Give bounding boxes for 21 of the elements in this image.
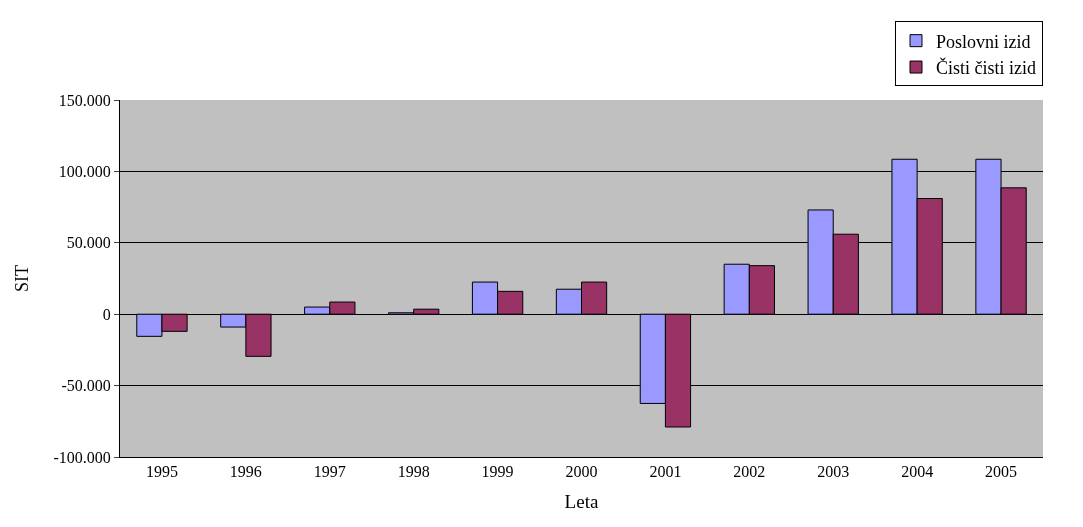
x-tick-label: 1997 <box>313 463 346 481</box>
x-tick-label: 2001 <box>649 463 682 481</box>
y-tick-label: 50.000 <box>66 234 111 252</box>
x-tick-label: 1998 <box>397 463 430 481</box>
x-tick-label: 1996 <box>229 463 262 481</box>
y-axis-title: SIT <box>11 265 32 292</box>
x-tick-label: 1995 <box>145 463 178 481</box>
x-axis-title: Leta <box>564 491 599 512</box>
y-tick-label: -100.000 <box>53 448 111 466</box>
x-tick-label: 2000 <box>565 463 598 481</box>
x-tick-label: 2005 <box>985 463 1018 481</box>
legend-label: Čisti čisti izid <box>936 57 1037 79</box>
x-tick-label: 2003 <box>817 463 850 481</box>
y-tick-label: 150.000 <box>58 91 111 109</box>
y-tick-label: 0 <box>102 305 111 323</box>
x-tick-label: 2002 <box>733 463 766 481</box>
y-tick-label: 100.000 <box>58 163 111 180</box>
x-tick-label: 1999 <box>481 463 514 481</box>
x-tick-label: 2004 <box>901 463 934 481</box>
y-tick-label: -50.000 <box>61 377 111 395</box>
legend-label: Poslovni izid <box>936 31 1031 52</box>
